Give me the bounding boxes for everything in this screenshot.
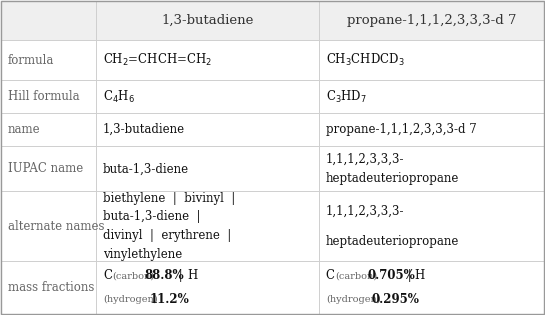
Bar <box>1 1 96 40</box>
Bar <box>319 113 544 146</box>
Text: name: name <box>8 123 40 136</box>
Text: 0.295%: 0.295% <box>372 293 420 306</box>
Text: (carbon): (carbon) <box>113 272 155 280</box>
Bar <box>1 191 96 261</box>
Text: (hydrogen): (hydrogen) <box>326 295 380 304</box>
Bar <box>1 261 96 314</box>
Bar <box>96 80 319 113</box>
Text: (carbon): (carbon) <box>336 272 378 280</box>
Text: 1,1,1,2,3,3,3-: 1,1,1,2,3,3,3- <box>326 152 404 165</box>
Bar <box>319 191 544 261</box>
Text: heptadeuteriopropane: heptadeuteriopropane <box>326 235 459 248</box>
Bar <box>96 113 319 146</box>
Text: C: C <box>103 270 112 283</box>
Text: vinylethylene: vinylethylene <box>103 248 182 261</box>
Text: Hill formula: Hill formula <box>8 90 80 103</box>
Text: |: | <box>403 270 415 283</box>
Text: CH$_3$CHDCD$_3$: CH$_3$CHDCD$_3$ <box>326 52 404 68</box>
Bar <box>319 146 544 191</box>
Text: formula: formula <box>8 54 54 67</box>
Bar <box>96 261 319 314</box>
Bar <box>96 191 319 261</box>
Bar <box>319 1 544 40</box>
Text: propane-1,1,1,2,3,3,3-d 7: propane-1,1,1,2,3,3,3-d 7 <box>326 123 476 136</box>
Bar <box>1 80 96 113</box>
Text: 1,1,1,2,3,3,3-: 1,1,1,2,3,3,3- <box>326 204 404 217</box>
Text: C: C <box>326 270 335 283</box>
Text: H: H <box>187 270 198 283</box>
Text: buta-1,3-diene  |: buta-1,3-diene | <box>103 210 201 223</box>
Text: 1,3-butadiene: 1,3-butadiene <box>103 123 185 136</box>
Bar <box>1 40 96 80</box>
Text: mass fractions: mass fractions <box>8 281 94 294</box>
Text: (hydrogen): (hydrogen) <box>103 295 158 304</box>
Text: C$_3$HD$_7$: C$_3$HD$_7$ <box>326 89 367 105</box>
Text: divinyl  |  erythrene  |: divinyl | erythrene | <box>103 229 231 242</box>
Text: 11.2%: 11.2% <box>149 293 189 306</box>
Text: CH$_2$=CHCH=CH$_2$: CH$_2$=CHCH=CH$_2$ <box>103 52 212 68</box>
Bar <box>319 261 544 314</box>
Text: H: H <box>414 270 425 283</box>
Text: propane-1,1,1,2,3,3,3-d 7: propane-1,1,1,2,3,3,3-d 7 <box>347 14 516 27</box>
Text: |: | <box>175 270 186 283</box>
Text: alternate names: alternate names <box>8 220 104 233</box>
Text: 1,3-butadiene: 1,3-butadiene <box>161 14 253 27</box>
Bar <box>1 113 96 146</box>
Text: 88.8%: 88.8% <box>144 270 184 283</box>
Bar <box>319 80 544 113</box>
Text: 0.705%: 0.705% <box>367 270 415 283</box>
Bar <box>96 1 319 40</box>
Text: buta-1,3-diene: buta-1,3-diene <box>103 162 189 175</box>
Text: heptadeuteriopropane: heptadeuteriopropane <box>326 172 459 185</box>
Text: biethylene  |  bivinyl  |: biethylene | bivinyl | <box>103 192 235 205</box>
Bar <box>96 40 319 80</box>
Text: IUPAC name: IUPAC name <box>8 162 83 175</box>
Bar <box>319 40 544 80</box>
Bar <box>1 146 96 191</box>
Text: C$_4$H$_6$: C$_4$H$_6$ <box>103 89 135 105</box>
Bar <box>96 146 319 191</box>
